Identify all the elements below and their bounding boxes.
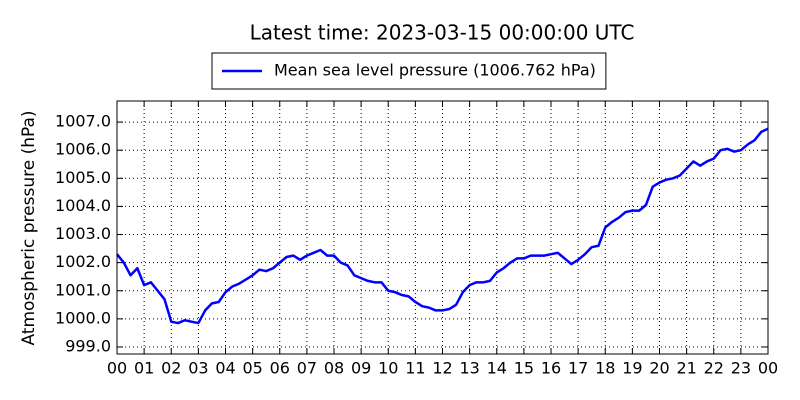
x-tick-label: 12 — [432, 359, 452, 378]
x-tick-label: 16 — [541, 359, 561, 378]
y-tick-label: 999.0 — [65, 336, 111, 355]
y-tick-label: 1002.0 — [55, 252, 111, 271]
y-tick-label: 1004.0 — [55, 196, 111, 215]
x-tick-label: 22 — [704, 359, 724, 378]
x-tick-label: 19 — [622, 359, 642, 378]
chart-title: Latest time: 2023-03-15 00:00:00 UTC — [250, 21, 635, 45]
y-tick-label: 1005.0 — [55, 168, 111, 187]
x-tick-label: 00 — [758, 359, 778, 378]
y-axis-label: Atmospheric pressure (hPa) — [19, 110, 39, 345]
data-line — [116, 127, 769, 325]
x-tick-label: 05 — [242, 359, 262, 378]
x-tick-label: 20 — [649, 359, 669, 378]
x-tick-label: 08 — [324, 359, 344, 378]
x-tick-label: 01 — [134, 359, 154, 378]
x-tick-label: 03 — [188, 359, 208, 378]
x-tick-label: 14 — [487, 359, 507, 378]
y-tick-label: 1007.0 — [55, 112, 111, 131]
x-tick-label: 09 — [351, 359, 371, 378]
plot-frame — [116, 100, 769, 355]
y-tick-label: 1000.0 — [55, 308, 111, 327]
y-tick-label: 1001.0 — [55, 280, 111, 299]
x-tick-label: 15 — [514, 359, 534, 378]
x-tick-label: 02 — [161, 359, 181, 378]
x-tick-label: 06 — [270, 359, 290, 378]
x-tick-label: 07 — [297, 359, 317, 378]
legend-label: Mean sea level pressure (1006.762 hPa) — [274, 61, 596, 80]
x-tick-label: 11 — [405, 359, 425, 378]
x-tick-label: 04 — [215, 359, 235, 378]
x-tick-label: 21 — [676, 359, 696, 378]
x-tick-label: 23 — [731, 359, 751, 378]
y-tick-label: 1006.0 — [55, 140, 111, 159]
x-tick-label: 00 — [107, 359, 127, 378]
x-tick-label: 13 — [459, 359, 479, 378]
x-tick-label: 10 — [378, 359, 398, 378]
legend-box — [211, 52, 607, 90]
y-tick-label: 1003.0 — [55, 224, 111, 243]
x-tick-label: 17 — [568, 359, 588, 378]
x-tick-label: 18 — [595, 359, 615, 378]
